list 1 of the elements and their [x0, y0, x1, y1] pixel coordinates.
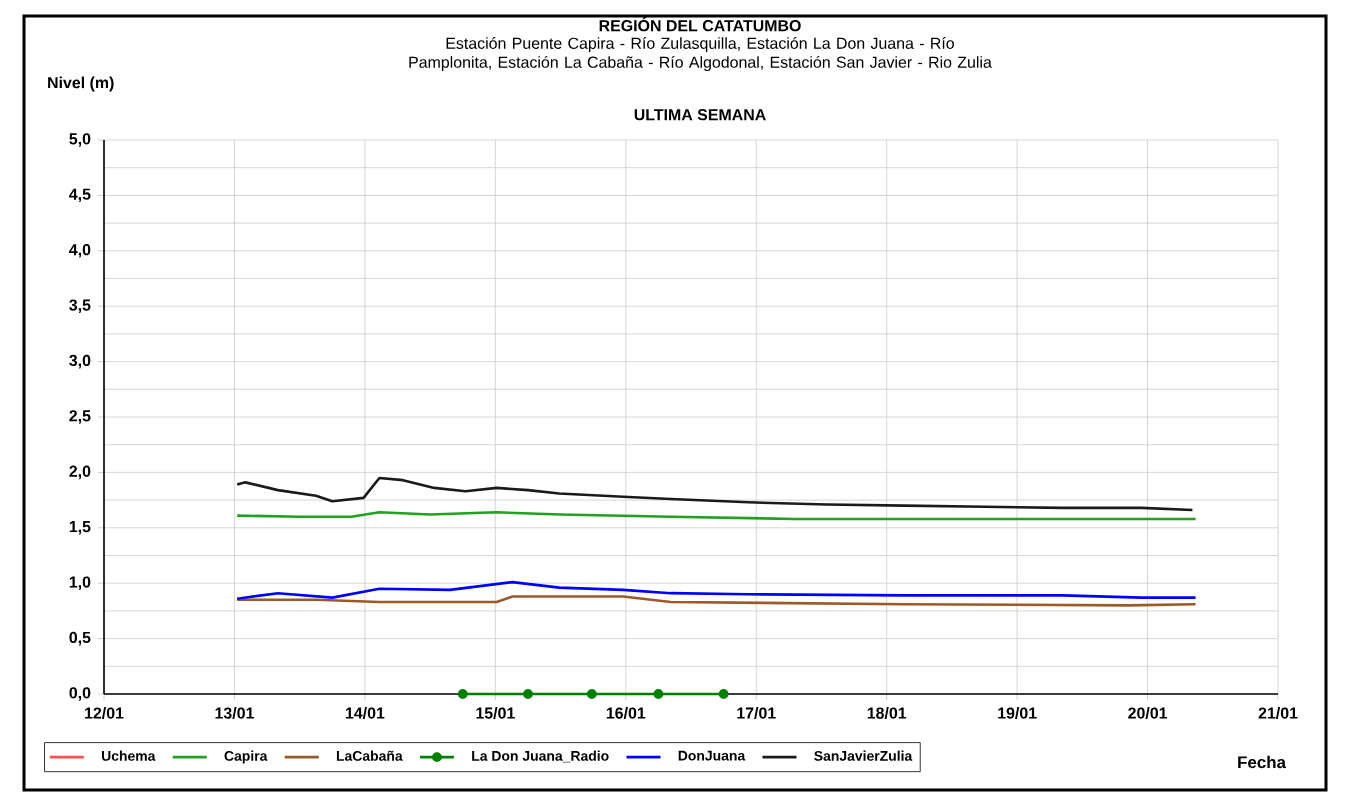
x-axis-title: Fecha — [1238, 755, 1287, 769]
